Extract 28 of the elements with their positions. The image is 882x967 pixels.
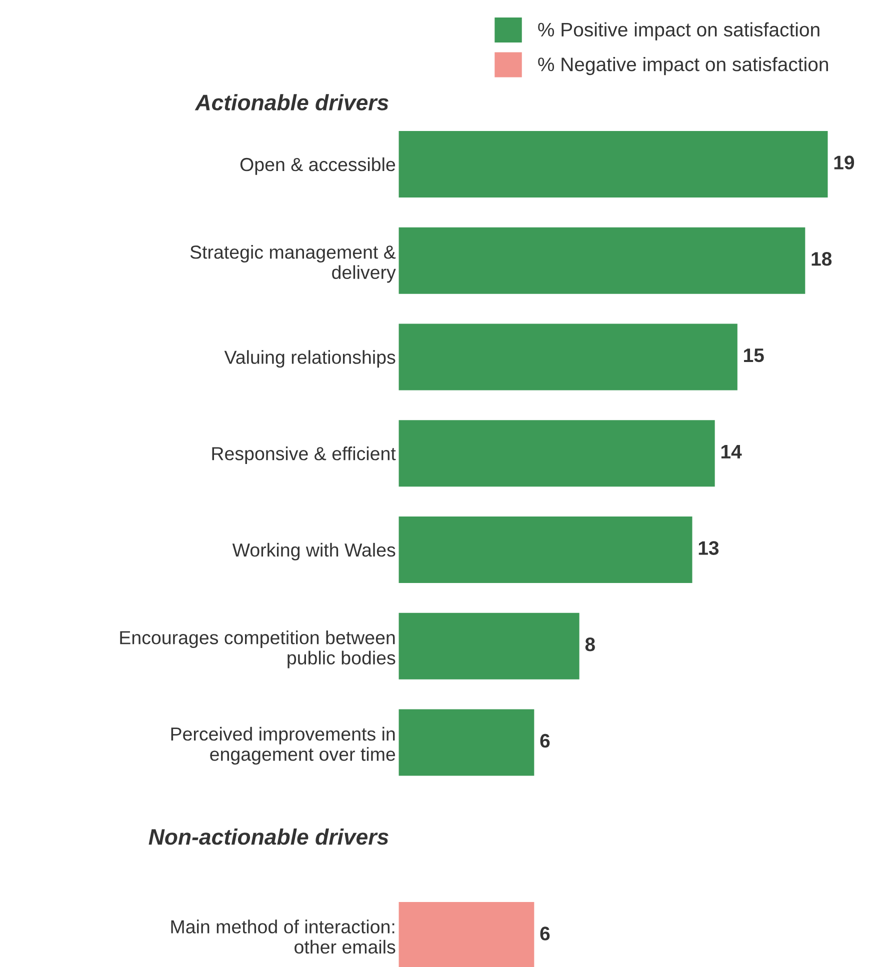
text: Actionable drivers — [194, 94, 388, 110]
y-tick-label: Responsive & efficient — [212, 446, 396, 464]
y-tick-label: Valuing relationships — [224, 350, 396, 368]
bar — [398, 227, 806, 294]
legend-label: % Positive impact on satisfaction — [538, 22, 820, 40]
y-tick-label: Open & accessible — [240, 157, 396, 175]
bar — [398, 516, 692, 583]
data-label: 13 — [698, 541, 719, 555]
bar — [398, 902, 534, 967]
data-label: 15 — [744, 348, 764, 362]
data-label: 19 — [834, 156, 854, 170]
legend-label: % Negative impact on satisfaction — [538, 56, 828, 76]
bar — [398, 130, 828, 198]
y-tick-label: Strategic management & delivery — [190, 245, 396, 283]
data-label: 14 — [721, 444, 742, 458]
y-tick-label: Perceived improvements in engagement over time — [171, 726, 396, 765]
text: Non-actionable drivers — [148, 828, 388, 845]
y-tick-label: Working with Wales — [232, 542, 396, 560]
bar — [398, 709, 534, 776]
bar — [398, 612, 580, 680]
data-label: 8 — [585, 638, 595, 652]
data-label: 6 — [540, 926, 550, 940]
data-label: 6 — [540, 734, 550, 748]
data-label: 18 — [812, 252, 832, 266]
y-tick-label: Main method of interaction: other emails — [171, 920, 396, 954]
y-tick-label: Encourages competition between public bodies — [120, 630, 396, 668]
bar — [398, 420, 715, 487]
bar — [398, 324, 738, 390]
